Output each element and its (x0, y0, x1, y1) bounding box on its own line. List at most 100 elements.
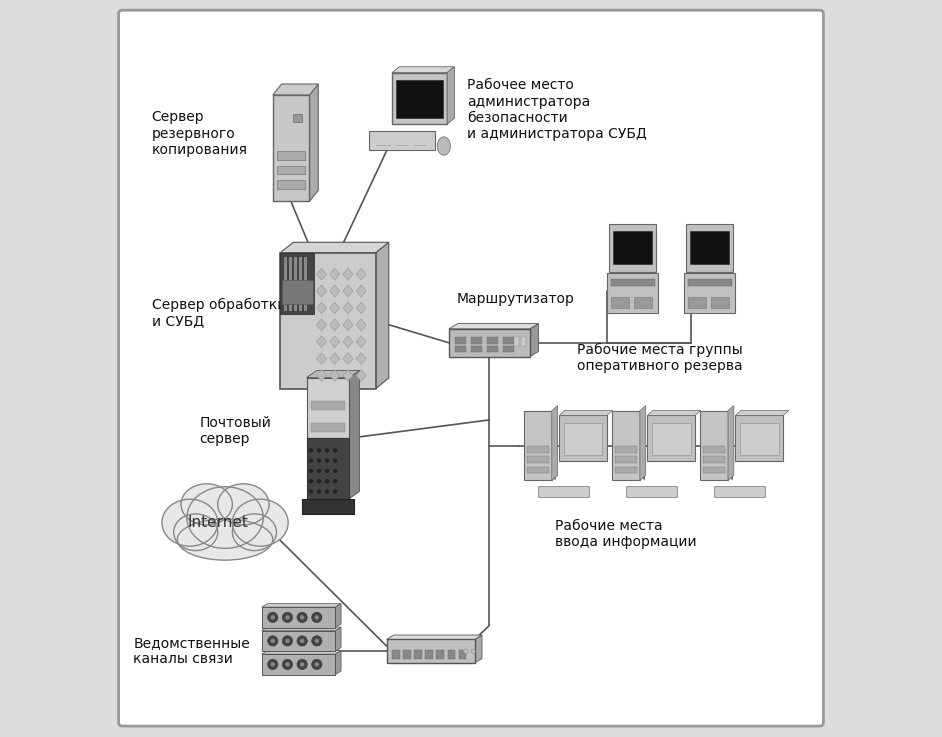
Polygon shape (317, 369, 327, 381)
Circle shape (283, 612, 293, 623)
Circle shape (285, 639, 289, 643)
Polygon shape (552, 405, 558, 481)
Bar (455, 337, 466, 343)
Polygon shape (343, 353, 353, 365)
Bar (311, 402, 345, 411)
Bar (612, 411, 640, 481)
Circle shape (317, 448, 321, 453)
Bar (503, 346, 514, 352)
Text: Сервер
резервного
копирования: Сервер резервного копирования (152, 111, 248, 157)
Circle shape (317, 479, 321, 483)
Bar (300, 257, 302, 311)
Ellipse shape (437, 137, 450, 156)
Polygon shape (475, 635, 482, 663)
Bar (538, 486, 589, 497)
Circle shape (463, 649, 468, 654)
Circle shape (325, 448, 330, 453)
Polygon shape (343, 285, 353, 297)
Bar (449, 329, 529, 357)
Text: Маршрутизатор: Маршрутизатор (456, 292, 575, 306)
Text: Internet: Internet (187, 515, 248, 530)
Bar (736, 416, 783, 461)
Bar (521, 337, 526, 346)
Bar (487, 337, 498, 343)
Circle shape (315, 615, 319, 620)
Circle shape (270, 615, 275, 620)
Circle shape (297, 660, 307, 669)
Bar (652, 423, 690, 455)
Circle shape (309, 469, 313, 473)
Polygon shape (330, 319, 340, 331)
Text: Ведомственные
каналы связи: Ведомственные каналы связи (133, 636, 250, 666)
Bar (459, 650, 466, 659)
Text: Сервер обработки
и СУБД: Сервер обработки и СУБД (152, 298, 286, 329)
Bar (527, 456, 549, 463)
Circle shape (285, 662, 289, 666)
Circle shape (283, 636, 293, 646)
Circle shape (325, 489, 330, 494)
Bar (447, 650, 455, 659)
Ellipse shape (233, 499, 288, 546)
Polygon shape (447, 67, 454, 124)
Bar (311, 423, 345, 432)
Polygon shape (335, 651, 341, 674)
Circle shape (317, 489, 321, 494)
Text: Почтовый
сервер: Почтовый сервер (200, 416, 271, 446)
Circle shape (333, 469, 337, 473)
Polygon shape (449, 324, 539, 329)
Polygon shape (317, 268, 327, 280)
Bar (294, 257, 297, 311)
Bar (289, 257, 292, 311)
Bar (273, 95, 310, 201)
Circle shape (333, 479, 337, 483)
Text: Рабочее место
администратора
безопасности
и администратора СУБД: Рабочее место администратора безопасност… (467, 78, 647, 141)
Polygon shape (356, 302, 366, 314)
Bar (703, 446, 725, 453)
Bar (282, 280, 313, 304)
Bar (393, 650, 399, 659)
Bar (503, 337, 514, 343)
Bar (277, 151, 305, 160)
Circle shape (333, 489, 337, 494)
Circle shape (309, 479, 313, 483)
Polygon shape (640, 405, 646, 481)
Bar (703, 467, 725, 473)
Polygon shape (356, 268, 366, 280)
Bar (684, 273, 736, 313)
Circle shape (297, 636, 307, 646)
Bar (262, 631, 335, 652)
Polygon shape (560, 411, 612, 416)
Circle shape (285, 615, 289, 620)
Polygon shape (317, 336, 327, 348)
Circle shape (325, 458, 330, 463)
Bar (610, 279, 655, 286)
Circle shape (471, 649, 476, 654)
Bar (369, 131, 435, 150)
Polygon shape (335, 627, 341, 652)
Bar (487, 346, 498, 352)
Bar (625, 486, 677, 497)
Circle shape (270, 639, 275, 643)
Polygon shape (262, 604, 341, 607)
Polygon shape (280, 242, 389, 253)
Ellipse shape (233, 514, 276, 551)
Bar (739, 423, 779, 455)
Circle shape (297, 612, 307, 623)
Bar (607, 273, 658, 313)
Ellipse shape (162, 499, 218, 546)
Polygon shape (376, 242, 389, 388)
Bar (714, 486, 766, 497)
Bar (306, 439, 349, 499)
Bar (436, 650, 444, 659)
Polygon shape (736, 411, 788, 416)
Polygon shape (262, 651, 341, 654)
Ellipse shape (177, 519, 273, 560)
Bar (609, 224, 657, 271)
Circle shape (325, 479, 330, 483)
Polygon shape (343, 369, 353, 381)
Circle shape (268, 660, 278, 669)
Bar (615, 446, 637, 453)
Circle shape (300, 639, 304, 643)
Polygon shape (356, 285, 366, 297)
Polygon shape (343, 319, 353, 331)
